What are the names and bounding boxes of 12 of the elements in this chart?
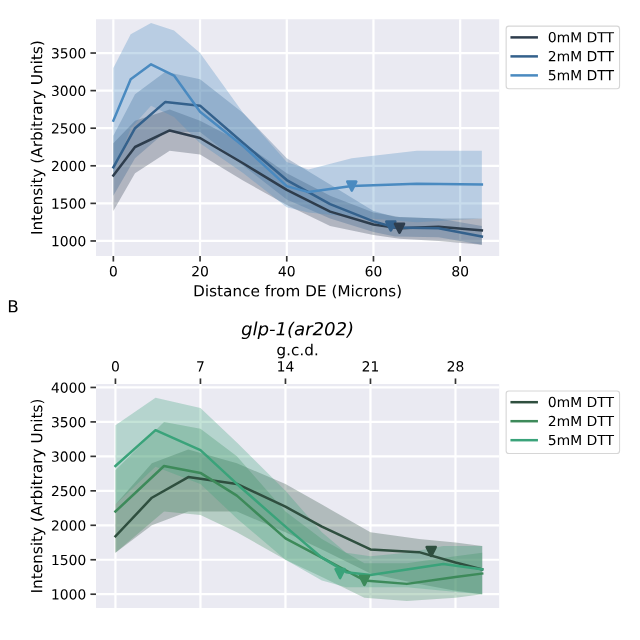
point [358,574,371,587]
point [334,567,346,580]
point [385,220,397,232]
line-series [114,475,484,571]
point [393,222,406,234]
line-series [112,63,484,194]
text: B [8,300,18,313]
line-series [112,129,484,232]
line-series [114,464,484,586]
chart-title: glp-1(ar202) [241,321,353,340]
point [346,180,358,192]
point [425,545,437,558]
